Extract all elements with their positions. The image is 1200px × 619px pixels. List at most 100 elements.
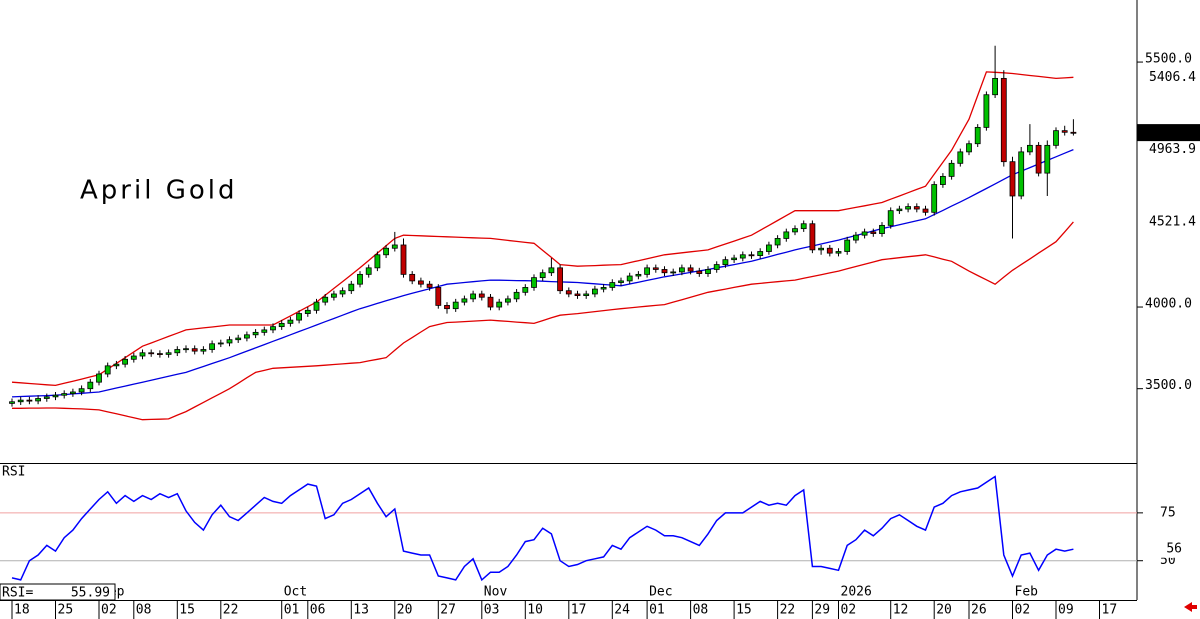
x-tick-label: 13 xyxy=(353,603,369,618)
candle-body xyxy=(879,224,885,234)
candle-body xyxy=(957,151,964,164)
candle-body xyxy=(478,293,485,298)
rsi-readout-box xyxy=(0,583,116,601)
candle-body xyxy=(853,234,859,241)
candle-body xyxy=(1070,131,1077,134)
candle-body xyxy=(513,291,520,300)
candle-body xyxy=(548,267,555,274)
candle-body xyxy=(861,231,868,236)
y-tick-label: 3500.0 xyxy=(1145,378,1192,393)
y-tick-label: 4000.0 xyxy=(1145,297,1192,312)
candle-body xyxy=(461,298,468,303)
candle-body xyxy=(122,358,128,365)
candle-body xyxy=(191,348,198,352)
candle-body xyxy=(417,280,424,285)
candle-body xyxy=(896,208,903,212)
candle-body xyxy=(966,143,972,153)
candle-body xyxy=(217,342,224,345)
candle-body xyxy=(974,126,981,145)
candle-body xyxy=(1027,144,1033,153)
candle-body xyxy=(905,206,911,210)
candle-body xyxy=(391,244,398,249)
candle-body xyxy=(583,293,590,297)
band-line xyxy=(12,221,1074,421)
candle-body xyxy=(774,238,781,246)
last-value-label: 5068.0 xyxy=(1149,125,1196,140)
candle-body xyxy=(78,388,85,393)
candle-body xyxy=(35,398,41,402)
candle-body xyxy=(365,267,372,275)
last-value-box xyxy=(1137,141,1200,159)
candle-body xyxy=(87,381,94,390)
last-value-label: 4963.9 xyxy=(1149,142,1196,157)
candle-body xyxy=(800,223,807,230)
candle-body xyxy=(696,270,703,274)
x-tick-label: 12 xyxy=(893,603,909,618)
rsi-line xyxy=(11,475,1074,582)
month-label: Dec xyxy=(649,585,672,600)
rsi-last-box xyxy=(1137,540,1189,558)
candle-body xyxy=(435,287,442,306)
candle-body xyxy=(313,301,320,311)
candle-body xyxy=(70,391,76,394)
candle-body xyxy=(348,283,355,292)
x-tick-label: 26 xyxy=(971,603,987,618)
candle-body xyxy=(174,349,181,354)
last-value-label: 4521.4 xyxy=(1149,214,1196,229)
last-value-box xyxy=(1137,213,1200,231)
candle-body xyxy=(826,247,833,254)
candle-body xyxy=(156,353,163,355)
x-tick-label: 25 xyxy=(58,603,74,618)
candle-body xyxy=(374,254,381,269)
last-value-label: 5406.4 xyxy=(1149,70,1196,85)
candle-body xyxy=(400,244,407,275)
candle-body xyxy=(931,184,938,213)
candle-body xyxy=(200,349,207,352)
candle-body xyxy=(43,396,50,399)
y-tick-label: 5500.0 xyxy=(1145,52,1192,67)
candle-body xyxy=(818,247,824,251)
candle-body xyxy=(766,244,772,252)
candle-body xyxy=(409,273,416,282)
x-tick-label: 15 xyxy=(179,603,195,618)
candle-body xyxy=(330,293,337,298)
candle-body xyxy=(870,231,877,234)
candle-body xyxy=(452,301,459,310)
month-label: Oct xyxy=(284,585,307,600)
candle-body xyxy=(887,210,894,226)
candle-body xyxy=(270,326,276,331)
x-tick-label: 27 xyxy=(440,603,456,618)
candle-body xyxy=(1009,161,1016,197)
x-tick-label: 08 xyxy=(136,603,152,618)
candle-body xyxy=(592,288,598,295)
candle-body xyxy=(922,208,929,213)
x-tick-label: 01 xyxy=(649,603,665,618)
candle-body xyxy=(9,401,15,404)
candle-body xyxy=(618,280,624,283)
candle-body xyxy=(444,305,450,310)
candle-body xyxy=(504,298,511,303)
x-tick-label: 17 xyxy=(1102,603,1118,618)
candle-body xyxy=(139,352,146,357)
candle-body xyxy=(626,275,633,282)
month-label: 2026 xyxy=(841,585,872,600)
band-line xyxy=(11,71,1074,387)
x-tick-label: 06 xyxy=(310,603,326,618)
candle-body xyxy=(687,267,694,272)
rsi-readout-label: RSI= xyxy=(2,586,33,601)
scroll-arrow[interactable] xyxy=(1184,602,1197,612)
x-tick-label: 24 xyxy=(614,603,630,618)
candle-body xyxy=(652,267,659,270)
candle-body xyxy=(17,399,24,403)
x-tick-label: 01 xyxy=(284,603,300,618)
candle-body xyxy=(1018,151,1025,197)
candle-body xyxy=(705,269,711,274)
candle-body xyxy=(383,247,390,256)
candle-body xyxy=(209,343,216,350)
candle-body xyxy=(531,277,537,288)
candle-body xyxy=(600,287,607,290)
candle-body xyxy=(235,337,242,341)
candle-body xyxy=(783,231,790,239)
